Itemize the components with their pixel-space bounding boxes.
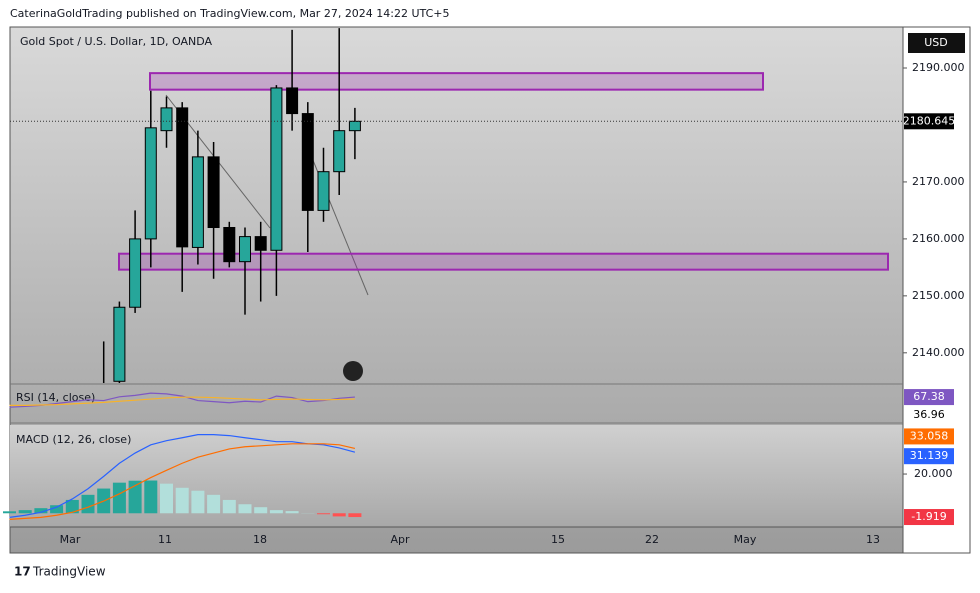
candle-body [334, 131, 345, 172]
histogram-bar [160, 484, 173, 514]
histogram-bar [191, 491, 204, 514]
currency: USD [924, 36, 948, 49]
x-tick-label: 11 [158, 533, 172, 546]
price-label: 33.058 [910, 429, 949, 442]
symbol-title: Gold Spot / U.S. Dollar, 1D, OANDA [20, 35, 213, 48]
histogram-bar [144, 481, 157, 514]
histogram-bar [176, 488, 189, 514]
histogram-bar [286, 511, 299, 513]
candle-body [271, 88, 282, 250]
candle-body [192, 157, 203, 248]
y-tick-label: 2150.000 [912, 289, 965, 302]
candle-body [240, 237, 251, 262]
histogram-bar [19, 510, 32, 513]
x-tick-label: 22 [645, 533, 659, 546]
x-tick-label: Mar [60, 533, 81, 546]
candle-body [177, 108, 188, 247]
macd-title: MACD (12, 26, close) [16, 433, 131, 446]
price-label: 36.96 [913, 408, 945, 421]
candle-body [302, 114, 313, 211]
candle-body [349, 121, 360, 130]
histogram-bar [207, 495, 220, 513]
price-label: 31.139 [910, 449, 949, 462]
candle-body [318, 172, 329, 211]
zone [150, 73, 763, 90]
histogram-bar [270, 510, 283, 513]
footer: TradingView [32, 565, 106, 579]
x-tick-label: 18 [253, 533, 267, 546]
histogram-bar [317, 513, 330, 514]
x-tick-label: Apr [390, 533, 410, 546]
histogram-bar [348, 513, 361, 517]
candle-body [114, 307, 125, 381]
y-tick-label: 2170.000 [912, 175, 965, 188]
price-label: 2180.645 [903, 114, 956, 127]
candle-body [145, 128, 156, 239]
x-tick-label: 13 [866, 533, 880, 546]
histogram-bar [254, 507, 267, 513]
histogram-bar [333, 513, 346, 516]
candle-body [287, 88, 298, 114]
x-tick-label: 15 [551, 533, 565, 546]
price-label: 67.38 [913, 390, 945, 403]
candle-body [224, 227, 235, 261]
y-tick-label: 20.000 [914, 467, 953, 480]
y-tick-label: 2160.000 [912, 232, 965, 245]
logo-badge [343, 361, 363, 381]
y-tick-label: 2140.000 [912, 346, 965, 359]
candle-body [208, 157, 219, 228]
y-tick-label: 2190.000 [912, 61, 965, 74]
price-label: -1.919 [911, 510, 946, 523]
histogram-bar [113, 483, 126, 514]
candle-body [130, 239, 141, 307]
histogram-bar [82, 495, 95, 513]
histogram-bar [3, 511, 16, 513]
histogram-bar [223, 500, 236, 513]
footer-logo: 17 [14, 565, 31, 579]
x-tick-label: May [734, 533, 757, 546]
header: CaterinaGoldTrading published on Trading… [10, 7, 450, 20]
rsi-title: RSI (14, close) [16, 391, 95, 404]
histogram-bar [239, 504, 252, 513]
candle-body [161, 108, 172, 131]
candle-body [255, 237, 266, 251]
macd-pane [10, 425, 903, 527]
